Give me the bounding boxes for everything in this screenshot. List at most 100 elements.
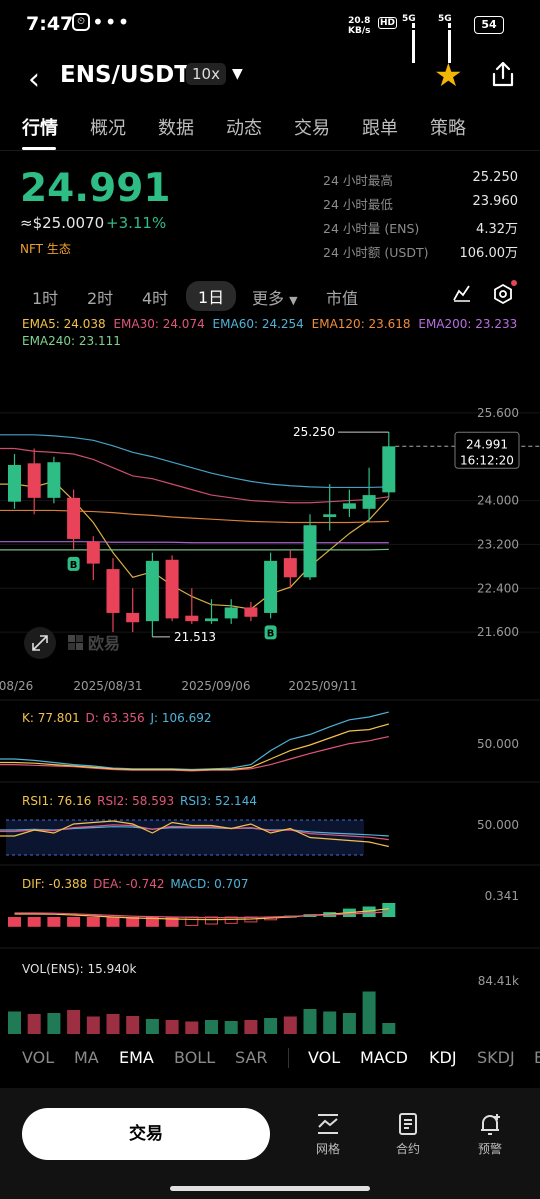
stat-value-volume: 4.32万 bbox=[476, 222, 518, 237]
volume-bar bbox=[244, 1020, 258, 1034]
ind-tab-vol[interactable]: VOL bbox=[22, 1048, 55, 1067]
ind-tab-sar[interactable]: SAR bbox=[235, 1048, 268, 1067]
volume-bar bbox=[323, 1011, 337, 1034]
alert-bell-icon bbox=[481, 1114, 500, 1135]
expand-icon bbox=[32, 635, 48, 651]
candle-body bbox=[303, 525, 317, 578]
ind-tab-skdj[interactable]: SKDJ bbox=[477, 1048, 515, 1067]
buy-marker-label: B bbox=[70, 560, 78, 571]
chevron-down-icon: ▼ bbox=[289, 294, 298, 307]
volume-bar bbox=[145, 1019, 159, 1034]
period-1h[interactable]: 1时 bbox=[32, 289, 59, 308]
period-more[interactable]: 更多 ▼ bbox=[252, 289, 298, 308]
ind-tab-kdj[interactable]: KDJ bbox=[429, 1048, 457, 1067]
stat-value-low: 23.960 bbox=[472, 194, 519, 209]
rsi-legend: RSI1: 76.16 RSI2: 58.593 RSI3: 52.144 bbox=[22, 794, 257, 808]
macd-histogram-bar bbox=[47, 917, 61, 927]
tab-strategy[interactable]: 策略 bbox=[430, 118, 466, 139]
pair-title[interactable]: ENS/USDT bbox=[60, 62, 190, 88]
ema-legend-2: EMA240: 23.111 bbox=[22, 334, 121, 348]
tab-market[interactable]: 行情 bbox=[22, 118, 58, 139]
volume-bar bbox=[224, 1021, 238, 1034]
tab-data[interactable]: 数据 bbox=[158, 118, 194, 139]
tab-overview[interactable]: 概况 bbox=[90, 118, 126, 139]
ema-line-ema60 bbox=[0, 434, 389, 489]
period-2h[interactable]: 2时 bbox=[87, 289, 114, 308]
price-change: +3.11% bbox=[106, 214, 167, 232]
macd-dea-line bbox=[14, 911, 389, 919]
candlestick-chart[interactable]: 25.600 24.000 23.200 22.400 21.600 08/26 2025/… bbox=[0, 350, 540, 1050]
back-button[interactable]: ‹ bbox=[28, 62, 40, 97]
candle-body bbox=[342, 503, 356, 509]
macd-legend: DIF: -0.388 DEA: -0.742 MACD: 0.707 bbox=[22, 877, 249, 891]
ind-tab-boll[interactable]: BOLL bbox=[174, 1048, 216, 1067]
leverage-badge[interactable]: 10x bbox=[186, 63, 226, 85]
rsi1: RSI1: 76.16 bbox=[22, 794, 92, 808]
candle-body bbox=[47, 462, 61, 498]
favorite-star-icon[interactable]: ★ bbox=[434, 56, 463, 94]
category-tag[interactable]: NFT 生态 bbox=[20, 242, 71, 256]
tab-trade[interactable]: 交易 bbox=[294, 118, 330, 139]
candle-body bbox=[264, 560, 278, 613]
stat-value-turnover: 106.00万 bbox=[459, 246, 519, 261]
period-4h[interactable]: 4时 bbox=[142, 289, 169, 308]
candle-body bbox=[224, 607, 238, 619]
rsi3: RSI3: 52.144 bbox=[179, 794, 257, 808]
market-cap-toggle[interactable]: 市值 bbox=[326, 289, 359, 308]
ind-tab-more[interactable]: B bbox=[534, 1048, 540, 1067]
watermark-logo bbox=[68, 643, 75, 650]
y-tick-label: 21.600 bbox=[477, 625, 519, 639]
contract-button[interactable]: 合约 bbox=[378, 1112, 438, 1157]
share-icon[interactable] bbox=[490, 60, 516, 92]
low-label: 21.513 bbox=[174, 630, 216, 644]
candle-body bbox=[8, 464, 21, 502]
high-label: 25.250 bbox=[293, 425, 335, 439]
network-speed: 20.8 KB/s bbox=[348, 16, 371, 36]
tab-news[interactable]: 动态 bbox=[226, 118, 262, 139]
macd-histogram-bar bbox=[126, 917, 140, 927]
grid-icon bbox=[318, 1114, 338, 1134]
buy-marker bbox=[67, 556, 80, 571]
rsi-axis: 50.000 bbox=[477, 818, 519, 832]
alert-button[interactable]: 预警 bbox=[460, 1112, 520, 1157]
ind-tab-ema[interactable]: EMA bbox=[119, 1048, 154, 1067]
chevron-down-icon[interactable]: ▼ bbox=[232, 66, 243, 82]
last-price-label: 24.991 bbox=[466, 437, 508, 451]
y-tick-label: 22.400 bbox=[477, 581, 519, 595]
stat-label-turnover: 24 小时额 (USDT) bbox=[323, 245, 429, 260]
candle-body bbox=[106, 569, 120, 613]
last-price-box bbox=[454, 431, 520, 469]
grid-button[interactable]: 网格 bbox=[298, 1112, 358, 1157]
buy-marker bbox=[264, 625, 277, 640]
candle-body bbox=[382, 446, 396, 493]
stat-value-high: 25.250 bbox=[472, 170, 519, 185]
volume-bar bbox=[8, 1011, 21, 1034]
ema-line-ema30 bbox=[0, 447, 389, 504]
indicator-tabs: VOL MA EMA BOLL SAR VOL MACD KDJ SKDJ B bbox=[0, 1048, 540, 1070]
last-price: 24.991 bbox=[20, 166, 171, 211]
watermark-logo bbox=[76, 643, 83, 650]
macd-histogram-bar bbox=[67, 917, 81, 927]
candle-body bbox=[323, 514, 337, 518]
ind-tab-vol-sub[interactable]: VOL bbox=[308, 1048, 341, 1067]
tab-copy[interactable]: 跟单 bbox=[362, 118, 398, 139]
indicator-icon[interactable] bbox=[452, 283, 472, 307]
macd-histogram-bar bbox=[106, 917, 120, 927]
kdj-d-line bbox=[0, 736, 389, 772]
ind-tab-ma[interactable]: MA bbox=[74, 1048, 99, 1067]
ema-legend: EMA5: 24.038 EMA30: 24.074 EMA60: 24.254… bbox=[22, 317, 517, 331]
ema200-value: EMA200: 23.233 bbox=[418, 317, 518, 331]
period-1d[interactable]: 1日 bbox=[186, 281, 237, 311]
ind-tab-macd[interactable]: MACD bbox=[360, 1048, 408, 1067]
volume-bar bbox=[382, 1023, 396, 1034]
ema-line-ema200 bbox=[0, 541, 389, 544]
y-tick-label: 24.000 bbox=[477, 494, 519, 508]
x-tick-label: 2025/08/31 bbox=[73, 679, 142, 693]
watermark-logo bbox=[76, 635, 83, 642]
settings-icon[interactable] bbox=[492, 283, 514, 309]
volume-bar bbox=[185, 1021, 199, 1034]
countdown-label: 16:12:20 bbox=[460, 453, 514, 467]
ema60-value: EMA60: 24.254 bbox=[212, 317, 304, 331]
candle-body bbox=[205, 618, 218, 622]
trade-button[interactable]: 交易 bbox=[22, 1108, 270, 1160]
